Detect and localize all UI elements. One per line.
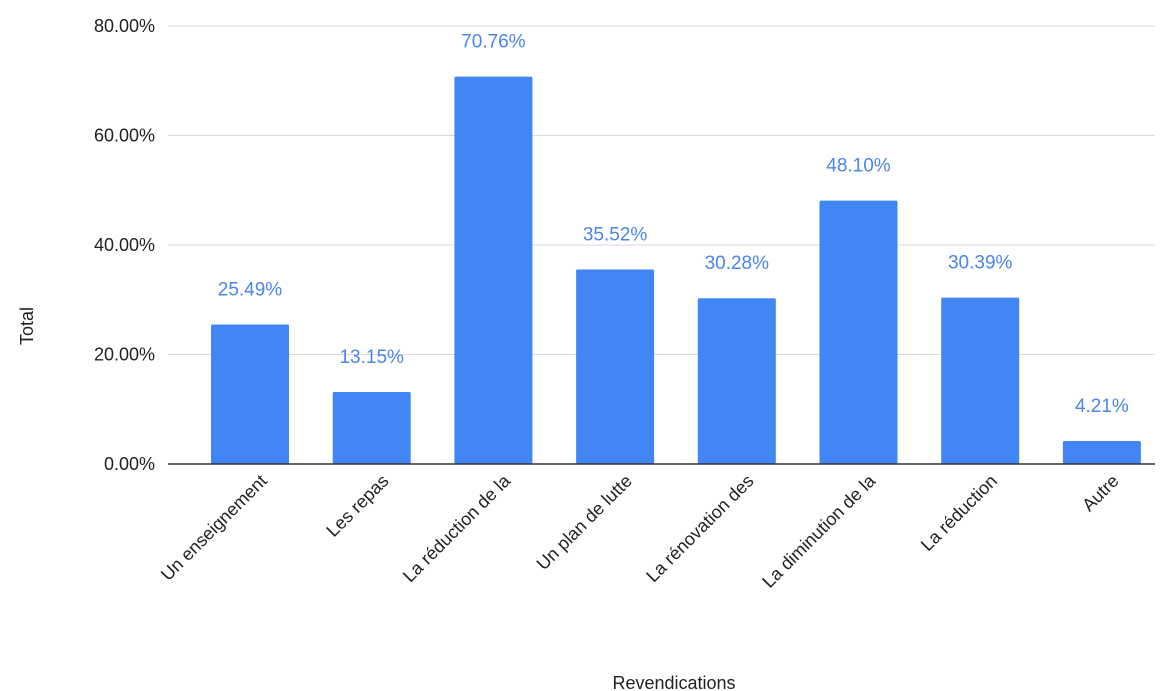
x-axis-title: Revendications: [612, 673, 735, 691]
x-tick-label: Les repas: [322, 471, 392, 541]
bar: [211, 324, 289, 464]
y-axis-title: Total: [17, 307, 37, 345]
x-tick-label: Un plan de lutte: [533, 471, 636, 574]
bar: [1062, 440, 1141, 464]
x-tick-label: La diminution de la: [758, 470, 880, 592]
x-axis-category-labels: Un enseignement Les repas La réduction de …: [157, 470, 1123, 592]
y-tick-label: 0.00%: [104, 454, 155, 474]
y-tick-label: 20.00%: [94, 345, 155, 365]
bar: [576, 269, 655, 464]
y-tick-label: 40.00%: [94, 235, 155, 255]
y-tick-label: 80.00%: [94, 16, 155, 36]
y-tick-label: 60.00%: [94, 126, 155, 146]
data-label: 13.15%: [339, 347, 404, 368]
data-label: 25.49%: [218, 279, 283, 300]
bar: [697, 298, 776, 464]
x-tick-label: La réduction de la: [399, 470, 515, 586]
bar: [454, 76, 533, 465]
x-tick-label: Autre: [1078, 471, 1123, 516]
bar: [941, 297, 1020, 464]
y-axis-ticks: 0.00% 20.00% 40.00% 60.00% 80.00%: [94, 16, 155, 474]
x-tick-label: La rénovation des: [642, 471, 757, 586]
data-label: 30.39%: [948, 253, 1013, 274]
bar: [819, 200, 898, 464]
bar: [332, 392, 411, 464]
x-tick-label: La réduction: [917, 471, 1001, 555]
x-tick-label: Un enseignement: [157, 471, 271, 585]
data-label: 70.76%: [461, 32, 526, 53]
bars: [211, 76, 1141, 465]
data-label: 48.10%: [826, 156, 891, 177]
data-label: 4.21%: [1075, 396, 1129, 417]
data-label: 35.52%: [583, 225, 648, 246]
data-label: 30.28%: [705, 253, 770, 274]
data-labels: 25.49% 13.15% 70.76% 35.52% 30.28% 48.10% 30.3…: [218, 32, 1129, 417]
